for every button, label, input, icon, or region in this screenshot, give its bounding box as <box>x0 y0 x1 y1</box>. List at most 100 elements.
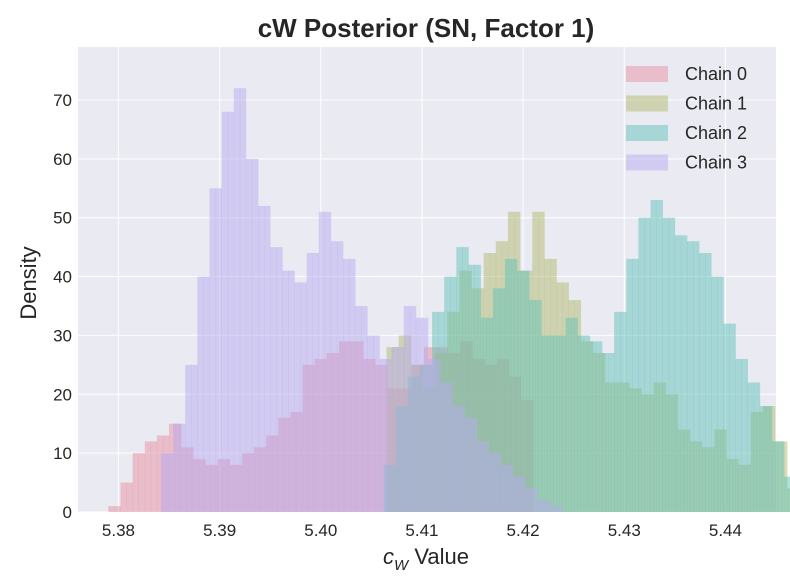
histogram-bar <box>494 453 502 512</box>
histogram-bar <box>699 253 706 512</box>
histogram-bars <box>108 88 790 513</box>
histogram-bar <box>458 406 465 512</box>
histogram-bar <box>191 364 198 512</box>
histogram-bar <box>711 276 718 512</box>
histogram-bar <box>500 464 508 512</box>
histogram-bar <box>771 441 779 512</box>
histogram-bar <box>537 500 544 512</box>
histogram-bar <box>126 482 133 512</box>
legend: Chain 0 Chain 1 Chain 2 Chain 3 <box>626 64 747 173</box>
histogram-bar <box>409 305 417 512</box>
histogram-bar <box>668 217 676 512</box>
legend-swatch <box>626 125 668 141</box>
histogram-bar <box>282 270 289 512</box>
histogram-bar <box>138 453 146 512</box>
legend-swatch <box>626 95 668 112</box>
legend-label: Chain 0 <box>685 64 747 84</box>
y-tick-label: 10 <box>53 444 72 463</box>
histogram-bar <box>349 258 356 512</box>
histogram-bar <box>385 358 392 512</box>
histogram-bar <box>173 423 180 512</box>
histogram-bar <box>555 506 562 512</box>
histogram-bar <box>264 205 271 512</box>
x-tick-label: 5.38 <box>102 521 135 540</box>
y-tick-label: 70 <box>53 91 72 110</box>
histogram-bar <box>258 205 265 512</box>
histogram-bar <box>686 241 694 512</box>
histogram-bar <box>468 264 475 512</box>
histogram-bar <box>306 253 313 512</box>
histogram-bar <box>120 482 127 512</box>
y-tick-label: 50 <box>53 209 72 228</box>
histogram-bar <box>132 453 139 512</box>
histogram-bar <box>626 258 633 512</box>
histogram-bar <box>450 276 457 512</box>
histogram-bar <box>535 300 542 512</box>
histogram-bar <box>185 364 192 512</box>
histogram-bar <box>517 270 524 512</box>
histogram-bar <box>397 347 405 512</box>
histogram-bar <box>656 200 664 513</box>
histogram-bar <box>595 341 603 512</box>
histogram-bar <box>504 258 512 512</box>
histogram-bar <box>203 276 210 512</box>
histogram-bar <box>523 270 530 512</box>
histogram-bar <box>179 423 186 512</box>
x-axis-text: Value <box>408 544 469 569</box>
histogram-bar <box>512 476 520 512</box>
histogram-bar <box>486 317 494 512</box>
histogram-bar <box>156 435 164 512</box>
histogram-bar <box>632 258 639 512</box>
x-axis-subscript: W <box>394 557 410 574</box>
histogram-bar <box>741 358 748 512</box>
histogram-bar <box>644 217 651 512</box>
histogram-bar <box>498 288 506 512</box>
histogram-bar <box>565 317 572 512</box>
x-tick-label: 5.40 <box>304 521 337 540</box>
histogram-bar <box>529 300 536 512</box>
y-tick-labels: 0 10 20 30 40 50 60 70 <box>53 91 72 522</box>
histogram-bar <box>276 247 283 512</box>
histogram-bar <box>456 247 463 512</box>
histogram-bar <box>434 358 441 512</box>
histogram-bar <box>723 323 730 512</box>
histogram-bar <box>144 441 152 512</box>
legend-label: Chain 2 <box>685 123 747 143</box>
histogram-bar <box>361 305 368 512</box>
y-tick-label: 40 <box>53 268 72 287</box>
x-tick-label: 5.39 <box>203 521 236 540</box>
histogram-bar <box>608 353 615 512</box>
histogram-bar <box>650 200 657 513</box>
x-tick-label: 5.41 <box>405 521 438 540</box>
y-tick-label: 20 <box>53 385 72 404</box>
histogram-bar <box>778 441 785 512</box>
histogram-bar <box>735 358 742 512</box>
histogram-bar <box>367 335 374 512</box>
histogram-bar <box>355 305 362 512</box>
y-tick-label: 30 <box>53 326 72 345</box>
histogram-bar <box>705 253 712 512</box>
histogram-bar <box>571 317 579 512</box>
histogram-bar <box>753 382 761 512</box>
legend-swatch <box>626 154 668 171</box>
x-tick-label: 5.44 <box>709 521 742 540</box>
histogram-bar <box>476 441 483 512</box>
x-tick-label: 5.42 <box>507 521 540 540</box>
chart-title: cW Posterior (SN, Factor 1) <box>258 13 595 43</box>
histogram-bar <box>227 111 235 513</box>
x-axis-label: cW Value <box>383 544 469 574</box>
x-tick-labels: 5.38 5.39 5.40 5.41 5.42 5.43 5.44 <box>102 521 742 540</box>
histogram-bar <box>510 258 518 512</box>
histogram-bar <box>233 88 241 513</box>
histogram-bar <box>553 335 560 512</box>
histogram-bar <box>614 311 621 512</box>
histogram-bar <box>324 211 332 512</box>
histogram-bar <box>221 111 229 513</box>
histogram-bar <box>245 158 253 512</box>
histogram-bar <box>519 476 526 512</box>
histogram-bar <box>300 282 307 512</box>
histogram-bar <box>464 417 471 512</box>
histogram-bar <box>415 317 423 512</box>
histogram-bar <box>343 258 350 512</box>
